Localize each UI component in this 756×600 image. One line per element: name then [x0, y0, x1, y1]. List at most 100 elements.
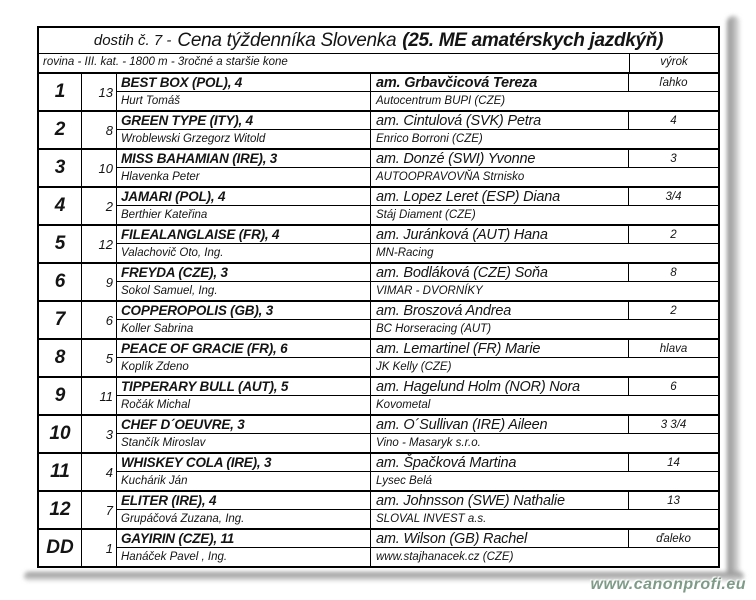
start-number: 6	[82, 302, 117, 338]
owner-name: VIMAR - DVORNÍKY	[376, 285, 483, 297]
rider-name: am. Cintulová (SVK) Petra	[371, 112, 629, 130]
result-row: 6 9 FREYDA (CZE), 3 am. Bodláková (CZE) …	[39, 262, 718, 300]
trainer-name: Hanáček Pavel , Ing.	[117, 548, 371, 566]
verdict-margin: 13	[629, 492, 718, 510]
finish-position: 10	[39, 416, 82, 452]
horse-name: MISS BAHAMIAN (IRE), 3	[117, 150, 371, 168]
results-rows: 1 13 BEST BOX (POL), 4 am. Grbavčicová T…	[39, 72, 718, 566]
finish-position: 2	[39, 112, 82, 148]
page-shadow-right	[727, 16, 740, 582]
rider-name: am. Broszová Andrea	[371, 302, 629, 320]
owner-name: SLOVAL INVEST a.s.	[376, 513, 487, 525]
owner-name: Stáj Diament (CZE)	[376, 209, 476, 221]
verdict-margin: 8	[629, 264, 718, 282]
owner-name: Autocentrum BUPI (CZE)	[376, 95, 506, 107]
race-name: Cena týždenníka Slovenka	[177, 29, 397, 51]
horse-name: PEACE OF GRACIE (FR), 6	[117, 340, 371, 358]
verdict-margin: 3/4	[629, 188, 718, 206]
verdict-margin: 14	[629, 454, 718, 472]
race-subtitle: (25. ME amatérskych jazdkýň)	[402, 29, 664, 51]
horse-name: GREEN TYPE (ITY), 4	[117, 112, 371, 130]
start-number: 8	[82, 112, 117, 148]
start-number: 5	[82, 340, 117, 376]
rider-name: am. Donzé (SWI) Yvonne	[371, 150, 629, 168]
trainer-name: Berthier Kateřina	[117, 206, 371, 224]
owner-name: AUTOOPRAVOVŇA Strnisko	[376, 171, 525, 183]
finish-position: 6	[39, 264, 82, 300]
trainer-name: Stančík Miroslav	[117, 434, 371, 452]
verdict-margin: 2	[629, 302, 718, 320]
owner-name: JK Kelly (CZE)	[376, 361, 452, 373]
watermark-text: www.canonprofi.eu	[590, 576, 746, 593]
race-result-table: dostih č. 7 - Cena týždenníka Slovenka (…	[37, 26, 720, 568]
result-row: 8 5 PEACE OF GRACIE (FR), 6 am. Lemartin…	[39, 338, 718, 376]
verdict-margin: hlava	[629, 340, 718, 358]
owner-name: Lysec Belá	[376, 475, 433, 487]
finish-position: 4	[39, 188, 82, 224]
owner-name: BC Horseracing (AUT)	[376, 323, 492, 335]
owner-name: Kovometal	[376, 399, 431, 411]
owner-name: MN-Racing	[376, 247, 434, 259]
rider-name: am. Bodláková (CZE) Soňa	[371, 264, 629, 282]
trainer-name: Hlavenka Peter	[117, 168, 371, 186]
start-number: 3	[82, 416, 117, 452]
rider-name: am. Juránková (AUT) Hana	[371, 226, 629, 244]
horse-name: JAMARI (POL), 4	[117, 188, 371, 206]
finish-position: 9	[39, 378, 82, 414]
result-row: 4 2 JAMARI (POL), 4 am. Lopez Leret (ESP…	[39, 186, 718, 224]
horse-name: BEST BOX (POL), 4	[117, 74, 371, 92]
finish-position: 8	[39, 340, 82, 376]
rider-name: am. Grbavčicová Tereza	[371, 74, 629, 92]
finish-position: DD	[39, 530, 82, 566]
horse-name: GAYIRIN (CZE), 11	[117, 530, 371, 548]
start-number: 10	[82, 150, 117, 186]
finish-position: 1	[39, 74, 82, 110]
rider-name: am. Johnsson (SWE) Nathalie	[371, 492, 629, 510]
owner-name: Enrico Borroni (CZE)	[376, 133, 483, 145]
horse-name: CHEF D´OEUVRE, 3	[117, 416, 371, 434]
horse-name: WHISKEY COLA (IRE), 3	[117, 454, 371, 472]
result-row: 3 10 MISS BAHAMIAN (IRE), 3 am. Donzé (S…	[39, 148, 718, 186]
result-row: 2 8 GREEN TYPE (ITY), 4 am. Cintulová (S…	[39, 110, 718, 148]
verdict-margin: ľahko	[629, 74, 718, 92]
page-shadow-bottom	[24, 572, 744, 581]
start-number: 1	[82, 530, 117, 566]
start-number: 4	[82, 454, 117, 490]
trainer-name: Ročák Michal	[117, 396, 371, 414]
result-row: 1 13 BEST BOX (POL), 4 am. Grbavčicová T…	[39, 72, 718, 110]
trainer-name: Sokol Samuel, Ing.	[117, 282, 371, 300]
trainer-name: Koller Sabrina	[117, 320, 371, 338]
result-row: 7 6 COPPEROPOLIS (GB), 3 am. Broszová An…	[39, 300, 718, 338]
rider-name: am. Wilson (GB) Rachel	[371, 530, 629, 548]
verdict-margin: 3	[629, 150, 718, 168]
finish-position: 7	[39, 302, 82, 338]
trainer-name: Wroblewski Grzegorz Witold	[117, 130, 371, 148]
rider-name: am. Lopez Leret (ESP) Diana	[371, 188, 629, 206]
rider-name: am. Špačková Martina	[371, 454, 629, 472]
verdict-column-header: výrok	[629, 54, 718, 72]
trainer-name: Koplík Zdeno	[117, 358, 371, 376]
start-number: 12	[82, 226, 117, 262]
race-conditions: rovina - III. kat. - 1800 m - 3ročné a s…	[43, 56, 288, 68]
rider-name: am. Lemartinel (FR) Marie	[371, 340, 629, 358]
verdict-margin: 4	[629, 112, 718, 130]
result-row: 12 7 ELITER (IRE), 4 am. Johnsson (SWE) …	[39, 490, 718, 528]
rider-name: am. Hagelund Holm (NOR) Nora	[371, 378, 629, 396]
finish-position: 3	[39, 150, 82, 186]
owner-name: Vino - Masaryk s.r.o.	[376, 437, 481, 449]
start-number: 11	[82, 378, 117, 414]
trainer-name: Hurt Tomáš	[117, 92, 371, 110]
start-number: 13	[82, 74, 117, 110]
verdict-margin: 6	[629, 378, 718, 396]
verdict-margin: ďaleko	[629, 530, 718, 548]
race-conditions-row: rovina - III. kat. - 1800 m - 3ročné a s…	[39, 54, 718, 72]
horse-name: COPPEROPOLIS (GB), 3	[117, 302, 371, 320]
horse-name: TIPPERARY BULL (AUT), 5	[117, 378, 371, 396]
result-row: DD 1 GAYIRIN (CZE), 11 am. Wilson (GB) R…	[39, 528, 718, 566]
horse-name: ELITER (IRE), 4	[117, 492, 371, 510]
rider-name: am. O´Sullivan (IRE) Aileen	[371, 416, 629, 434]
result-row: 9 11 TIPPERARY BULL (AUT), 5 am. Hagelun…	[39, 376, 718, 414]
trainer-name: Valachovič Oto, Ing.	[117, 244, 371, 262]
verdict-margin: 3 3/4	[629, 416, 718, 434]
